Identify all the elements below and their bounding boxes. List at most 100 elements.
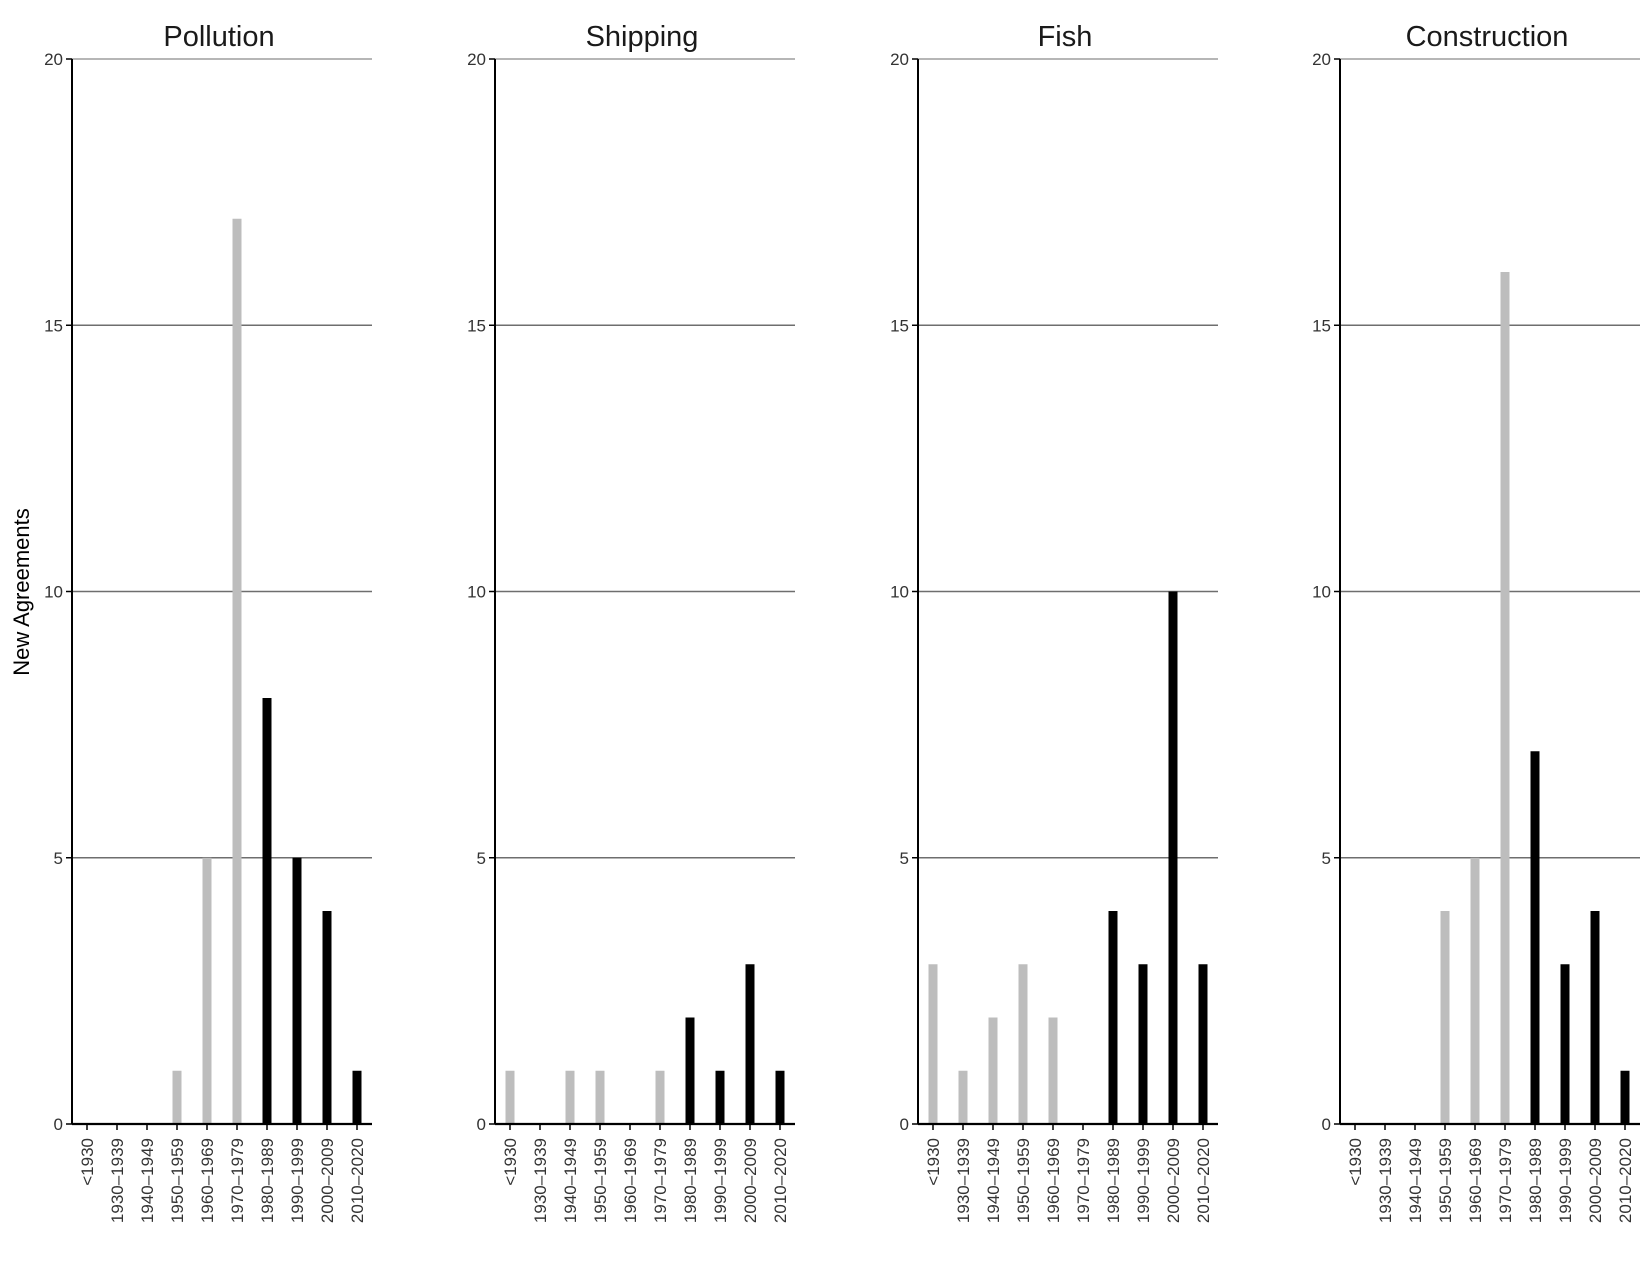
panel-fish: Fish 0 5 10 15 20 <1930 1930–1939 1940–1949 1950–… — [890, 21, 1218, 1223]
x-tick-label: 1940–1949 — [1406, 1138, 1425, 1223]
bar — [775, 1070, 785, 1124]
x-tick-label: 1950–1959 — [591, 1138, 610, 1223]
x-tick-label: 2000–2009 — [318, 1138, 337, 1223]
x-tick-label: 1990–1999 — [1134, 1138, 1153, 1223]
x-tick-label: 1930–1939 — [1376, 1138, 1395, 1223]
x-tick-label: 1950–1959 — [168, 1138, 187, 1223]
x-tick-label: 2000–2009 — [1586, 1138, 1605, 1223]
bar — [1108, 911, 1118, 1124]
bar — [262, 698, 272, 1124]
bar — [715, 1070, 725, 1124]
x-tick-label: 1990–1999 — [1556, 1138, 1575, 1223]
panel-construction: Construction 0 5 10 15 20 <1930 1930–1939 1940–1… — [1312, 21, 1640, 1223]
bar — [1440, 911, 1450, 1124]
x-tick-label: 1980–1989 — [1526, 1138, 1545, 1223]
x-tick-label: <1930 — [1346, 1138, 1365, 1186]
bar — [1048, 1017, 1058, 1124]
panel-pollution: Pollution 0 5 10 15 20 <1930 1930–1939 1940–1949… — [44, 21, 372, 1223]
bar — [1620, 1070, 1630, 1124]
x-tick-label: 1950–1959 — [1014, 1138, 1033, 1223]
bar — [232, 218, 242, 1124]
panel-shipping: Shipping 0 5 10 15 20 <1930 1930–1939 1940–1949 1… — [467, 21, 795, 1223]
bar — [352, 1070, 362, 1124]
x-tick-label: 1960–1969 — [1044, 1138, 1063, 1223]
bar — [1470, 857, 1480, 1124]
bar — [322, 911, 332, 1124]
y-tick-label: 10 — [1312, 583, 1331, 602]
bar — [505, 1070, 515, 1124]
bar — [172, 1070, 182, 1124]
x-tick-label: 2010–2020 — [771, 1138, 790, 1223]
x-tick-label: <1930 — [501, 1138, 520, 1186]
bar — [565, 1070, 575, 1124]
x-tick-label: 2000–2009 — [1164, 1138, 1183, 1223]
y-axis-label: New Agreements — [9, 508, 34, 676]
panel-title: Pollution — [163, 21, 274, 53]
y-tick-label: 10 — [890, 583, 909, 602]
x-tick-label: 1980–1989 — [681, 1138, 700, 1223]
y-tick-label: 20 — [467, 50, 486, 69]
y-tick-label: 20 — [44, 50, 63, 69]
x-tick-label: 1970–1979 — [1074, 1138, 1093, 1223]
x-tick-label: 1960–1969 — [621, 1138, 640, 1223]
bar — [1018, 964, 1028, 1124]
x-tick-label: 1990–1999 — [711, 1138, 730, 1223]
bar — [1138, 964, 1148, 1124]
bar — [1500, 272, 1510, 1124]
x-tick-label: <1930 — [924, 1138, 943, 1186]
x-tick-label: 2010–2020 — [1194, 1138, 1213, 1223]
y-tick-label: 15 — [44, 316, 63, 335]
y-tick-label: 20 — [890, 50, 909, 69]
bar — [1168, 591, 1178, 1124]
x-tick-label: 1960–1969 — [198, 1138, 217, 1223]
x-tick-label: 1960–1969 — [1466, 1138, 1485, 1223]
x-tick-label: 2010–2020 — [1616, 1138, 1635, 1223]
x-tick-label: 1990–1999 — [288, 1138, 307, 1223]
x-tick-label: 1980–1989 — [258, 1138, 277, 1223]
bar — [1590, 911, 1600, 1124]
x-tick-label: 1940–1949 — [561, 1138, 580, 1223]
bar — [1530, 751, 1540, 1124]
bar — [202, 857, 212, 1124]
bar — [928, 964, 938, 1124]
y-tick-label: 15 — [890, 316, 909, 335]
y-tick-label: 5 — [477, 849, 486, 868]
x-tick-label: <1930 — [78, 1138, 97, 1186]
bar — [1198, 964, 1208, 1124]
bar — [958, 1070, 968, 1124]
panel-title: Fish — [1038, 21, 1093, 53]
x-tick-label: 1940–1949 — [984, 1138, 1003, 1223]
y-tick-label: 15 — [1312, 316, 1331, 335]
y-tick-label: 5 — [54, 849, 63, 868]
x-tick-label: 1930–1939 — [531, 1138, 550, 1223]
x-tick-label: 1950–1959 — [1436, 1138, 1455, 1223]
y-tick-label: 10 — [44, 583, 63, 602]
y-tick-label: 10 — [467, 583, 486, 602]
y-tick-label: 0 — [900, 1115, 909, 1134]
x-tick-label: 1930–1939 — [954, 1138, 973, 1223]
panel-title: Shipping — [586, 21, 699, 53]
panel-title: Construction — [1406, 21, 1569, 53]
x-tick-label: 2010–2020 — [348, 1138, 367, 1223]
x-tick-label: 1930–1939 — [108, 1138, 127, 1223]
y-tick-label: 0 — [54, 1115, 63, 1134]
bar — [595, 1070, 605, 1124]
x-tick-label: 1940–1949 — [138, 1138, 157, 1223]
x-tick-label: 1970–1979 — [1496, 1138, 1515, 1223]
bar — [745, 964, 755, 1124]
y-tick-label: 0 — [1322, 1115, 1331, 1134]
y-tick-label: 15 — [467, 316, 486, 335]
bar — [1560, 964, 1570, 1124]
bar — [988, 1017, 998, 1124]
chart-panels: Pollution 0 5 10 15 20 <1930 1930–1939 1940–1949… — [44, 21, 1640, 1223]
bar — [685, 1017, 695, 1124]
bar — [292, 857, 302, 1124]
x-tick-label: 1980–1989 — [1104, 1138, 1123, 1223]
y-tick-label: 0 — [477, 1115, 486, 1134]
y-tick-label: 5 — [1322, 849, 1331, 868]
bar — [655, 1070, 665, 1124]
x-tick-label: 2000–2009 — [741, 1138, 760, 1223]
y-tick-label: 20 — [1312, 50, 1331, 69]
x-tick-label: 1970–1979 — [228, 1138, 247, 1223]
